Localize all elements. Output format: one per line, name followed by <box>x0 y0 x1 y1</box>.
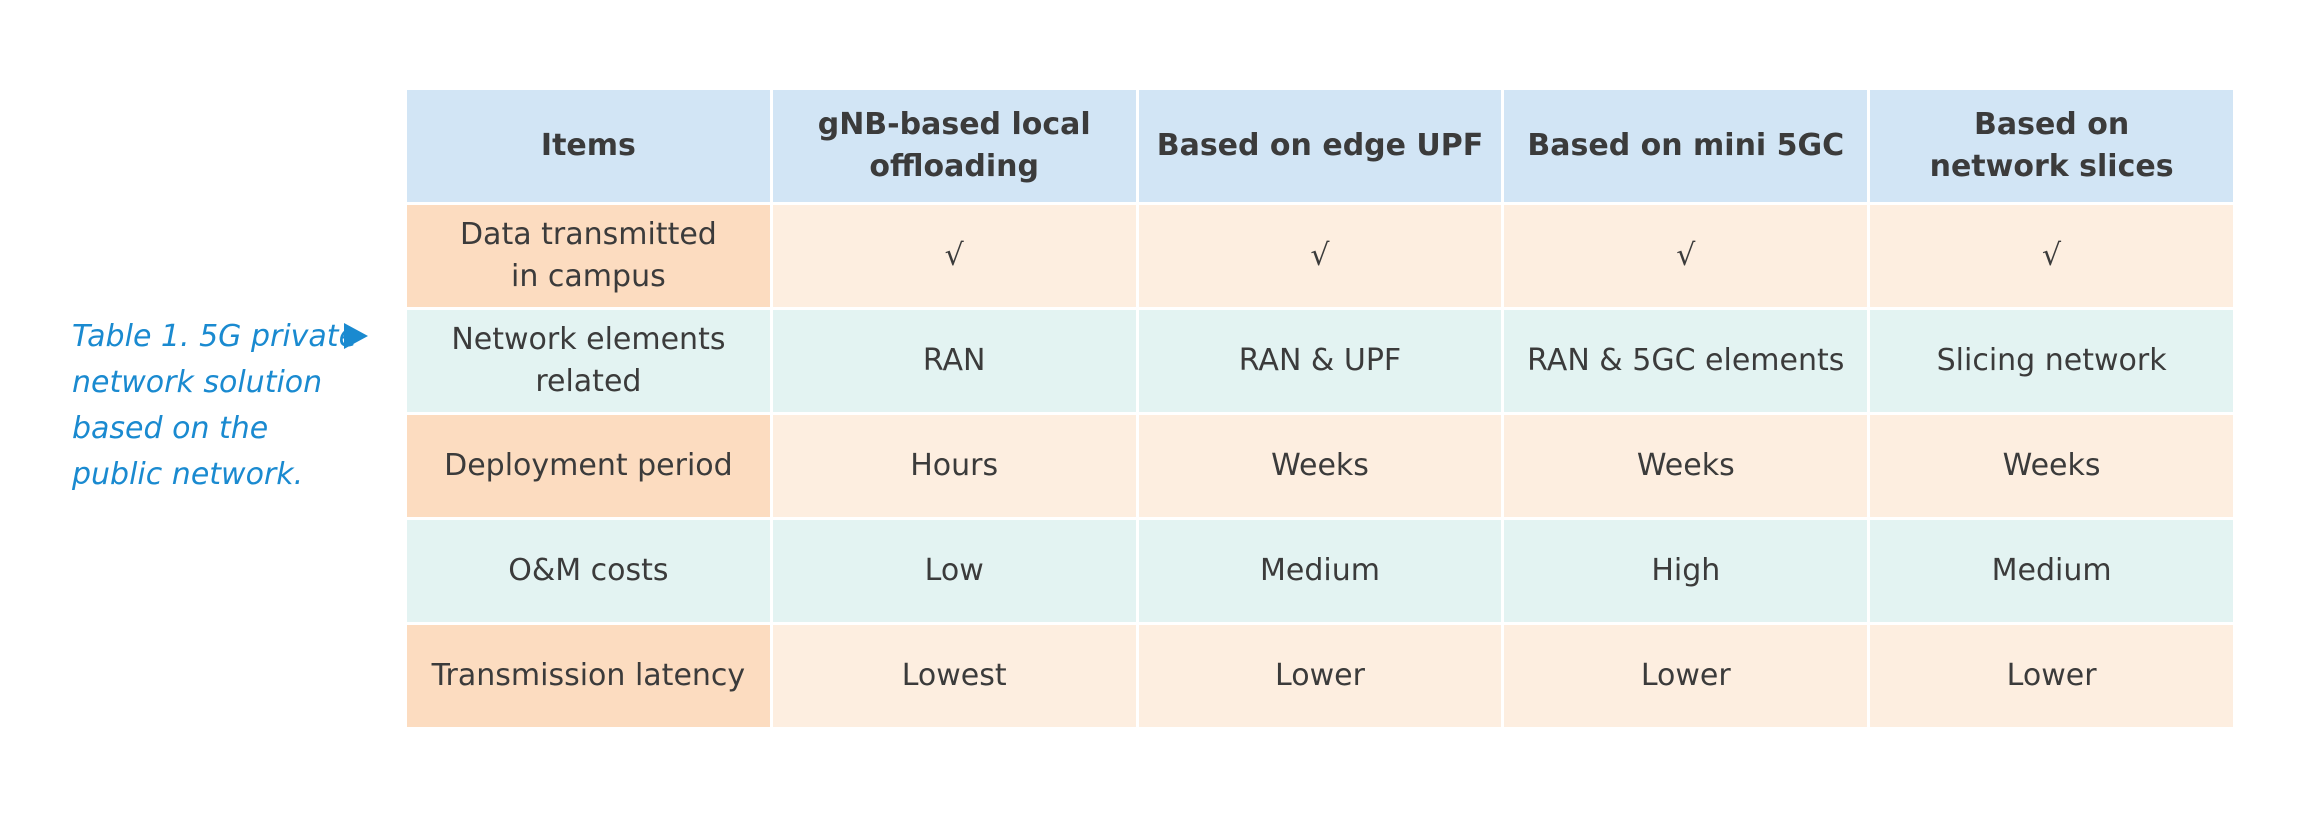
comparison-table: Items gNB-based local offloading Based o… <box>404 87 2236 730</box>
checkmark-icon: √ <box>1867 202 2236 310</box>
header-edge-upf: Based on edge UPF <box>1135 87 1505 205</box>
table-cell: Lower <box>1867 622 2236 730</box>
caption-line: Table 1. 5G private <box>72 319 358 354</box>
table-row: O&M costs Low Medium High Medium <box>404 517 2236 625</box>
table-cell: RAN & 5GC elements <box>1501 307 1871 415</box>
table-row: Network elements related RAN RAN & UPF R… <box>404 307 2236 415</box>
header-items: Items <box>404 87 773 205</box>
table-cell: Lower <box>1501 622 1871 730</box>
table-cell: Slicing network <box>1867 307 2236 415</box>
header-gnb-local-offloading: gNB-based local offloading <box>769 87 1139 205</box>
table-caption: Table 1. 5G private network solution bas… <box>72 314 362 498</box>
checkmark-icon: √ <box>1501 202 1871 310</box>
table-cell: Medium <box>1135 517 1505 625</box>
row-label: Data transmitted in campus <box>404 202 773 310</box>
table-cell: Low <box>769 517 1139 625</box>
table-cell: Weeks <box>1867 412 2236 520</box>
header-mini-5gc: Based on mini 5GC <box>1501 87 1871 205</box>
table-cell: RAN <box>769 307 1139 415</box>
row-label: Network elements related <box>404 307 773 415</box>
table-cell: Hours <box>769 412 1139 520</box>
row-label: Transmission latency <box>404 622 773 730</box>
header-network-slices: Based on network slices <box>1867 87 2236 205</box>
table-row: Transmission latency Lowest Lower Lower … <box>404 622 2236 730</box>
table-cell: High <box>1501 517 1871 625</box>
table-header-row: Items gNB-based local offloading Based o… <box>404 87 2236 205</box>
table-row: Deployment period Hours Weeks Weeks Week… <box>404 412 2236 520</box>
caption-line: public network. <box>72 457 304 492</box>
caption-line: network solution <box>72 365 323 400</box>
checkmark-icon: √ <box>1135 202 1505 310</box>
table-cell: Lowest <box>769 622 1139 730</box>
triangle-right-icon <box>344 323 368 349</box>
table-cell: Weeks <box>1135 412 1505 520</box>
row-label: O&M costs <box>404 517 773 625</box>
table-cell: Medium <box>1867 517 2236 625</box>
table-row: Data transmitted in campus √ √ √ √ <box>404 202 2236 310</box>
caption-line: based on the <box>72 411 269 446</box>
row-label: Deployment period <box>404 412 773 520</box>
table-cell: RAN & UPF <box>1135 307 1505 415</box>
table-cell: Weeks <box>1501 412 1871 520</box>
checkmark-icon: √ <box>769 202 1139 310</box>
table-cell: Lower <box>1135 622 1505 730</box>
